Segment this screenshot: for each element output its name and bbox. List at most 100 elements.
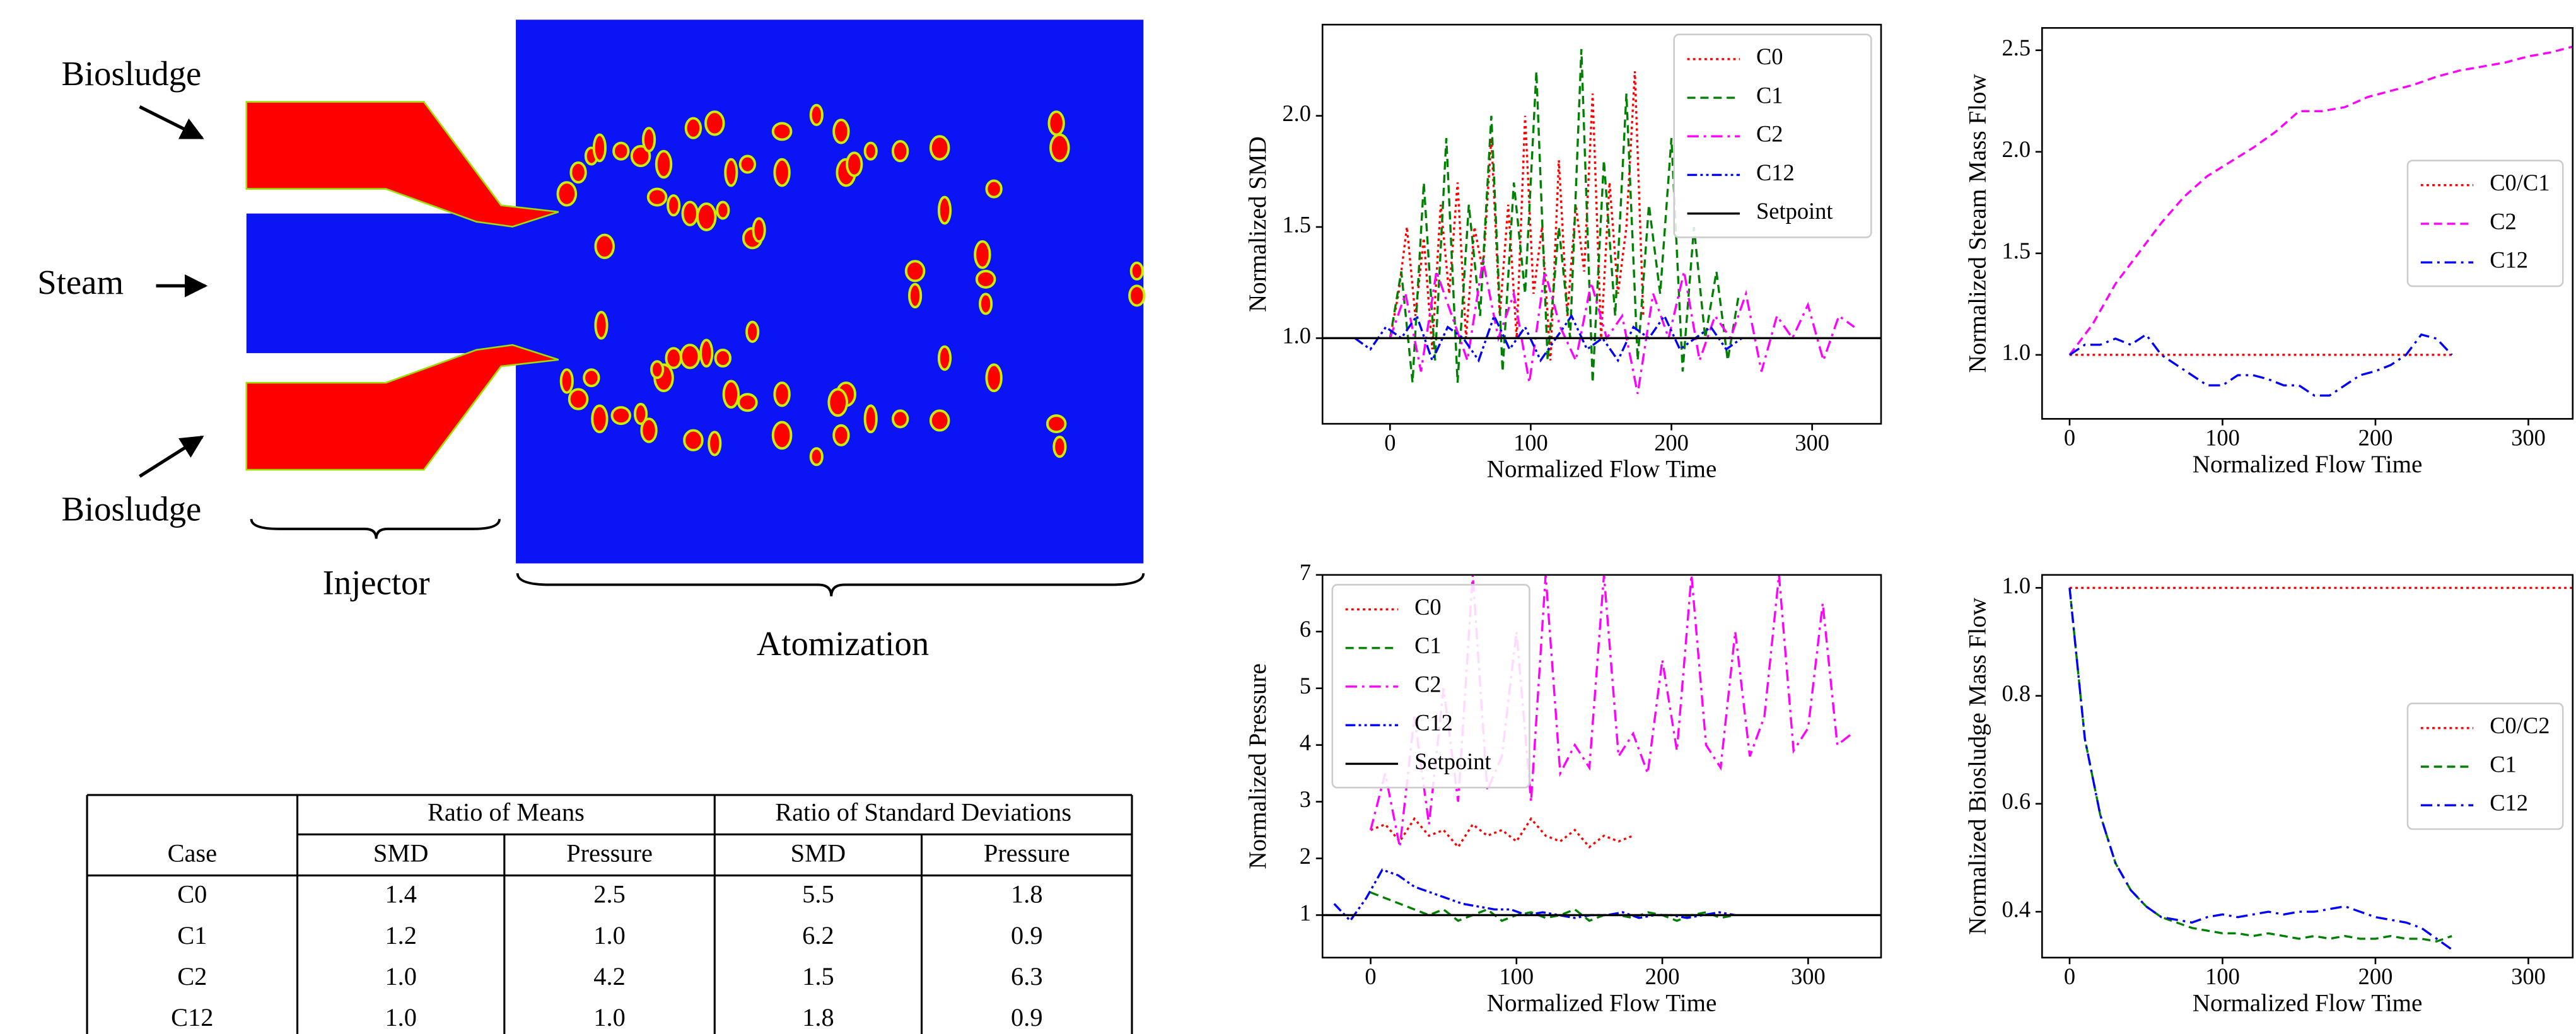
droplet <box>714 348 731 368</box>
series-line <box>1389 71 1645 361</box>
legend-label: C12 <box>2490 791 2528 816</box>
legend-label: C2 <box>1756 122 1783 147</box>
droplet <box>724 158 738 187</box>
legend-label: C12 <box>2490 248 2528 273</box>
plot-frame <box>2041 26 2574 420</box>
arrow <box>139 105 204 140</box>
plot-frame <box>2041 574 2574 959</box>
droplet <box>809 447 824 467</box>
table-cell: 6.3 <box>1011 962 1042 990</box>
plot-lines <box>2068 45 2573 397</box>
table-cell: C12 <box>171 1003 213 1031</box>
y-tick-label: 5 <box>1300 673 1311 699</box>
droplet <box>594 233 615 259</box>
legend-label: C1 <box>2490 752 2517 777</box>
atomization-domain <box>516 20 1144 564</box>
table-cell: 1.5 <box>802 962 834 990</box>
series-line <box>2069 333 2453 397</box>
droplet <box>1049 133 1070 163</box>
x-tick-label: 200 <box>2358 426 2393 451</box>
table-header: SMD <box>791 839 846 868</box>
legend-box <box>1673 33 1872 238</box>
droplet <box>1047 110 1065 136</box>
table-cell: 1.2 <box>385 921 416 950</box>
droplet <box>1046 414 1067 434</box>
table-cell: C2 <box>177 962 207 990</box>
x-tick-label: 200 <box>1645 964 1680 989</box>
inlet-label: Biosludge <box>62 489 202 528</box>
table-cell: 1.4 <box>385 880 416 909</box>
table-group-header: Ratio of Means <box>428 798 585 826</box>
x-tick-label: 300 <box>2511 964 2546 989</box>
y-tick-label: 0.4 <box>2002 897 2031 922</box>
droplet <box>655 149 673 179</box>
y-tick-label: 2.0 <box>1282 101 1311 126</box>
region-label: Injector <box>323 564 430 602</box>
results-table: Ratio of Means Ratio of Standard Deviatio… <box>86 794 1133 1034</box>
legend-label: C0/C2 <box>2490 713 2550 738</box>
biosludge-top <box>245 101 559 228</box>
droplet <box>752 217 766 243</box>
steam-channel <box>246 213 518 354</box>
x-tick-label: 200 <box>1654 430 1689 455</box>
x-tick-label: 100 <box>1513 430 1548 455</box>
legend-label: C12 <box>1756 160 1795 185</box>
x-tick-label: 0 <box>2064 426 2075 451</box>
droplet <box>975 269 996 289</box>
legend-label: C1 <box>1756 83 1783 108</box>
droplet <box>684 117 702 139</box>
droplet <box>1128 284 1146 307</box>
y-tick-label: 1.0 <box>2002 573 2031 598</box>
droplet <box>708 431 722 456</box>
series-line <box>2068 588 2453 951</box>
series-line <box>1370 891 1736 922</box>
y-tick-label: 2 <box>1300 844 1311 869</box>
droplet <box>827 388 848 417</box>
legend-label: C1 <box>1414 633 1442 658</box>
y-axis-label: Normalized SMD <box>1244 136 1271 312</box>
droplet <box>704 110 725 136</box>
droplet <box>610 406 632 426</box>
droplet <box>974 240 991 269</box>
droplet <box>556 181 578 207</box>
droplet <box>641 127 656 153</box>
table-header: Pressure <box>984 839 1070 868</box>
series-line <box>1333 868 1736 923</box>
droplet <box>594 311 609 340</box>
table-cell: 4.2 <box>593 962 625 990</box>
injector-diagram: Biosludge Steam Biosludge Injector Atomi… <box>37 20 1146 663</box>
x-tick-label: 300 <box>1791 964 1826 989</box>
x-axis-label: Normalized Flow Time <box>1487 456 1717 483</box>
table-cell: 1.0 <box>593 1003 625 1031</box>
table-cell: 0.9 <box>1011 1003 1042 1031</box>
plot-lines <box>1322 574 1881 923</box>
plot-frame <box>1321 574 1882 959</box>
droplet <box>863 404 878 434</box>
droplet <box>745 320 760 343</box>
y-tick-label: 0.6 <box>2002 789 2031 814</box>
droplet <box>716 200 730 220</box>
droplet <box>583 368 600 388</box>
droplet <box>773 158 791 187</box>
droplet <box>771 421 793 450</box>
inlet-label: Steam <box>37 263 124 301</box>
series-line <box>1354 313 1743 364</box>
legend-label: C2 <box>2490 209 2517 234</box>
legend: C0 C1 C2 C12 Setpoint <box>1673 33 1872 238</box>
droplet <box>569 161 587 184</box>
line-chart: 0 100 200 300 1 2 3 4 5 6 7 Normalized Flow Time Nor… <box>1244 560 1882 1016</box>
y-tick-label: 1 <box>1300 900 1311 926</box>
droplet <box>646 187 668 207</box>
arrow <box>139 435 204 478</box>
y-tick-label: 2.5 <box>2002 35 2031 61</box>
droplet <box>633 402 648 426</box>
table-group-header: Ratio of Standard Deviations <box>775 798 1071 826</box>
droplet <box>667 194 681 217</box>
droplet <box>832 424 850 446</box>
y-axis-label: Normalized Biosludge Mass Flow <box>1964 597 1991 935</box>
biosludge-bottom <box>245 344 559 471</box>
y-tick-label: 6 <box>1300 617 1311 642</box>
y-tick-label: 0.8 <box>2002 681 2031 706</box>
legend: C0/C1 C2 C12 <box>2406 160 2564 288</box>
x-tick-label: 300 <box>1795 430 1829 455</box>
